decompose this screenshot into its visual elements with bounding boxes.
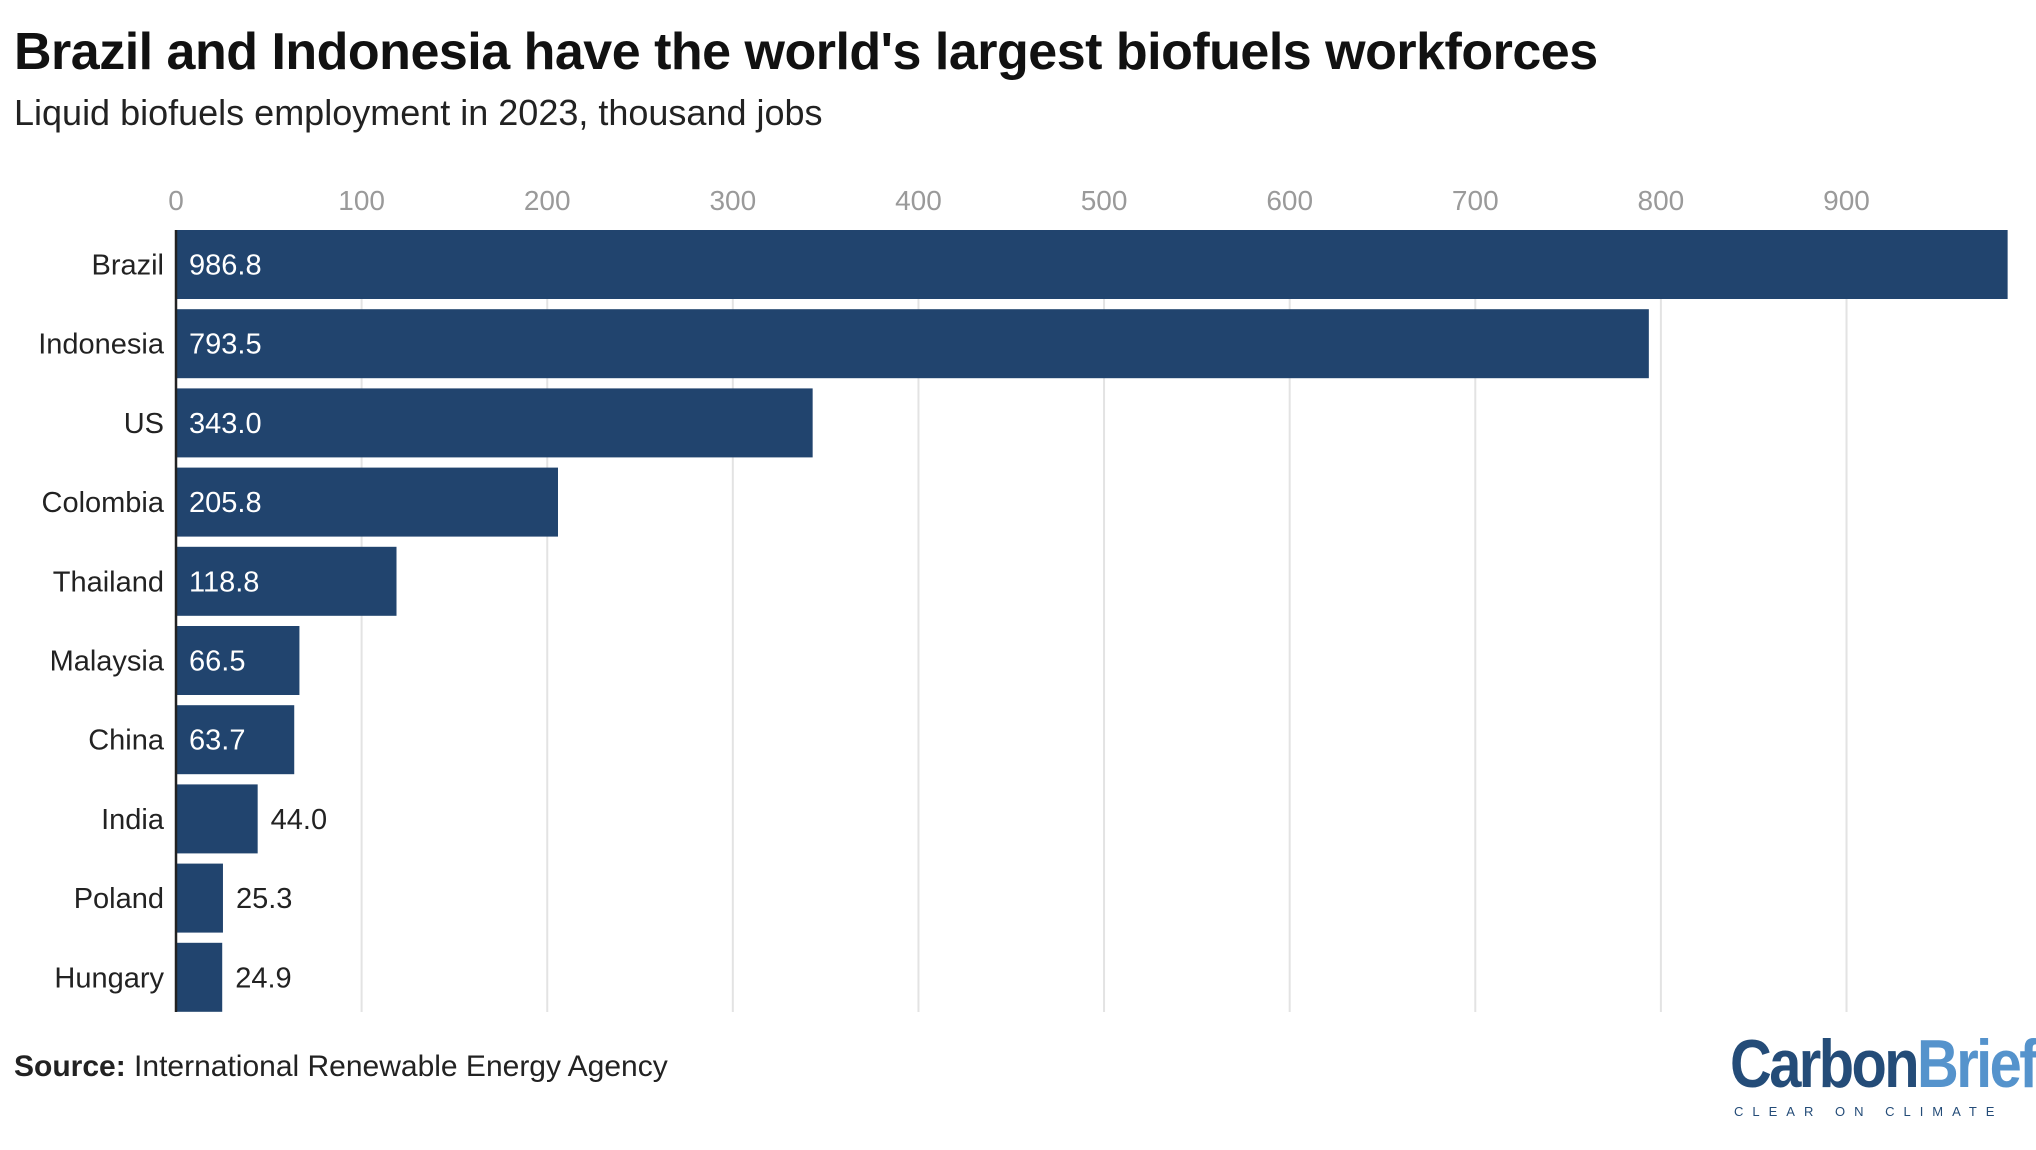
category-label: China: [88, 725, 165, 757]
category-label: India: [101, 804, 165, 836]
value-label: 63.7: [189, 725, 245, 757]
x-tick-label: 0: [168, 185, 184, 216]
category-label: Indonesia: [38, 329, 165, 361]
value-label: 205.8: [189, 487, 262, 519]
x-tick-label: 500: [1081, 185, 1128, 216]
bar-poland: [176, 863, 223, 933]
logo-tagline: CLEAR ON CLIMATE: [1734, 1104, 2004, 1119]
source-label: Source:: [14, 1050, 126, 1083]
category-label: Thailand: [53, 566, 164, 598]
carbon-brief-logo: CarbonBrief CLEAR ON CLIMATE: [1730, 1030, 2036, 1119]
bar-hungary: [176, 942, 223, 1012]
logo-part2: Brief: [1917, 1026, 2036, 1102]
value-label: 44.0: [271, 804, 327, 836]
bar-india: [176, 784, 258, 854]
category-label: US: [124, 408, 164, 440]
value-label: 66.5: [189, 646, 245, 678]
value-label: 118.8: [189, 566, 259, 598]
source-note: Source: International Renewable Energy A…: [14, 1050, 668, 1084]
category-label: Colombia: [42, 487, 165, 519]
bar-brazil: [176, 230, 2008, 299]
chart-title: Brazil and Indonesia have the world's la…: [14, 23, 1598, 81]
x-tick-label: 700: [1452, 185, 1499, 216]
x-tick-label: 800: [1638, 185, 1685, 216]
logo-part1: Carbon: [1730, 1026, 1920, 1102]
bar-chart: 0 100 200 300 400 500 600 700 800 900 Brazil 986.8 I…: [38, 185, 2008, 1012]
value-label: 343.0: [189, 408, 262, 440]
x-tick-label: 600: [1266, 185, 1313, 216]
x-tick-label: 900: [1823, 185, 1870, 216]
value-label: 25.3: [236, 883, 292, 915]
bar-china: [176, 705, 295, 775]
value-label: 986.8: [189, 250, 262, 282]
bar-colombia: [176, 467, 558, 537]
bar-thailand: [176, 546, 397, 616]
x-tick-label: 300: [709, 185, 756, 216]
value-label: 793.5: [189, 329, 262, 361]
value-label: 24.9: [235, 962, 291, 994]
bar-malaysia: [176, 626, 300, 695]
x-tick-label: 100: [338, 185, 385, 216]
category-label: Malaysia: [50, 646, 165, 678]
chart-subtitle: Liquid biofuels employment in 2023, thou…: [14, 92, 823, 133]
bar-us: [176, 388, 813, 458]
category-label: Hungary: [54, 962, 164, 994]
x-tick-label: 200: [524, 185, 571, 216]
x-tick-label: 400: [895, 185, 942, 216]
category-label: Poland: [74, 883, 164, 915]
source-text: International Renewable Energy Agency: [134, 1050, 668, 1083]
bar-indonesia: [176, 309, 1649, 379]
category-label: Brazil: [91, 250, 164, 282]
